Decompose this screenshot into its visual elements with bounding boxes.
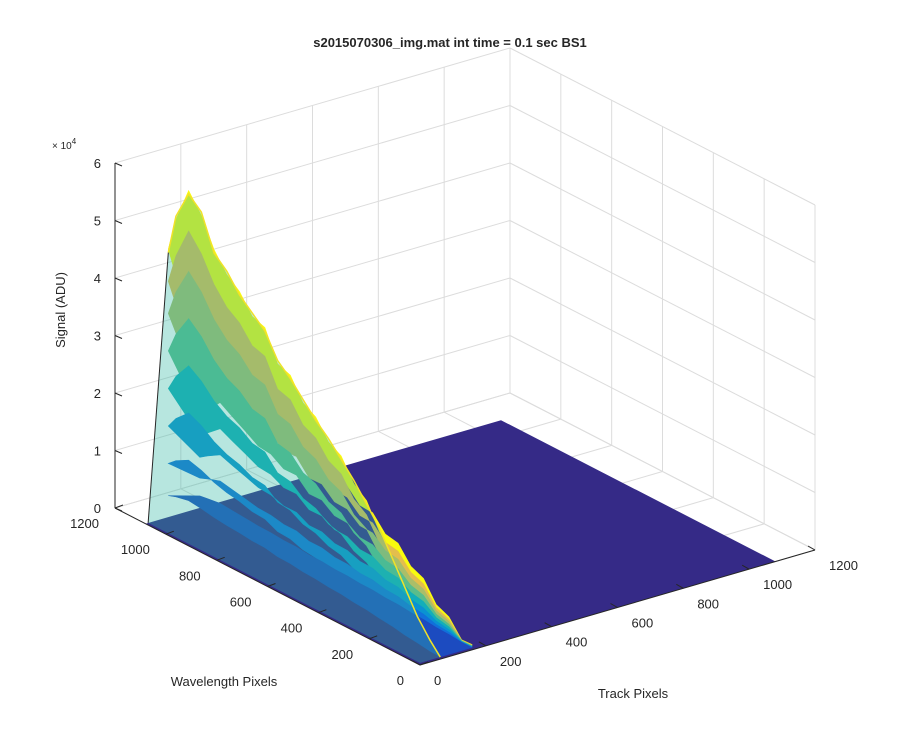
x-tick <box>610 603 618 608</box>
ridge-band <box>167 365 473 656</box>
x-tick-label: 400 <box>566 635 588 650</box>
ridge-band <box>168 495 473 658</box>
z-tick <box>114 392 123 397</box>
z-tick <box>114 220 123 224</box>
x-tick-label: 1000 <box>763 577 792 592</box>
y-tick <box>216 556 225 561</box>
x-tick-label: 1200 <box>829 558 858 573</box>
z-tick <box>114 162 123 167</box>
x-tick-label: 600 <box>632 616 654 631</box>
grid-line <box>114 105 511 221</box>
ridge-band <box>167 270 473 655</box>
grid-line <box>114 47 511 164</box>
x-tick <box>741 564 750 570</box>
x-axis-label: Track Pixels <box>598 686 669 701</box>
grid-line <box>509 47 816 206</box>
y-tick-label: 200 <box>331 647 353 662</box>
y-tick <box>419 661 429 666</box>
y-tick-label: 600 <box>230 595 252 610</box>
z-tick <box>114 507 123 512</box>
ridge-band <box>167 230 473 655</box>
z-tick-label: 0 <box>94 501 101 516</box>
y-tick-label: 1200 <box>70 516 99 531</box>
x-tick-label: 800 <box>697 596 719 611</box>
z-tick <box>114 335 123 339</box>
y-tick <box>318 609 327 614</box>
ridge-band <box>167 318 473 656</box>
grid-line <box>509 220 816 378</box>
y-tick <box>267 583 276 587</box>
z-tick-label: 4 <box>94 271 101 286</box>
z-exponent-label: × 104 <box>52 137 77 152</box>
z-tick-label: 5 <box>94 214 101 229</box>
grid-line <box>509 105 816 263</box>
z-tick <box>114 450 123 454</box>
z-tick-label: 6 <box>94 156 101 171</box>
z-tick-label: 2 <box>94 386 101 401</box>
y-axis-label: Wavelength Pixels <box>171 674 278 689</box>
z-axis-label: Signal (ADU) <box>53 272 68 348</box>
x-tick-label: 200 <box>500 654 522 669</box>
z-tick <box>114 277 123 282</box>
x-tick <box>544 622 552 628</box>
grid-line <box>509 162 816 321</box>
y-tick <box>165 530 175 535</box>
y-tick-label: 400 <box>281 621 303 636</box>
y-tick-label: 0 <box>397 673 404 688</box>
x-tick <box>412 660 421 666</box>
z-tick-label: 1 <box>94 444 101 459</box>
y-tick-label: 1000 <box>121 542 150 557</box>
y-tick <box>368 635 378 640</box>
grid-line <box>509 277 816 436</box>
chart-title: s2015070306_img.mat int time = 0.1 sec B… <box>313 35 587 50</box>
x-tick <box>807 545 816 551</box>
axes-layer: 0200400600800100012000200400600800100012… <box>70 156 858 688</box>
grid-line <box>509 335 816 493</box>
x-tick <box>478 641 487 647</box>
grid-line <box>509 392 816 551</box>
x-tick <box>676 583 684 589</box>
y-tick-label: 800 <box>179 568 201 583</box>
ridge-crest <box>167 192 441 658</box>
x-tick-label: 0 <box>434 673 441 688</box>
z-tick-label: 3 <box>94 329 101 344</box>
surface-layer <box>145 189 776 665</box>
y-tick <box>114 504 124 509</box>
ridge-back-face <box>148 194 441 663</box>
ridge-edge <box>147 252 169 523</box>
